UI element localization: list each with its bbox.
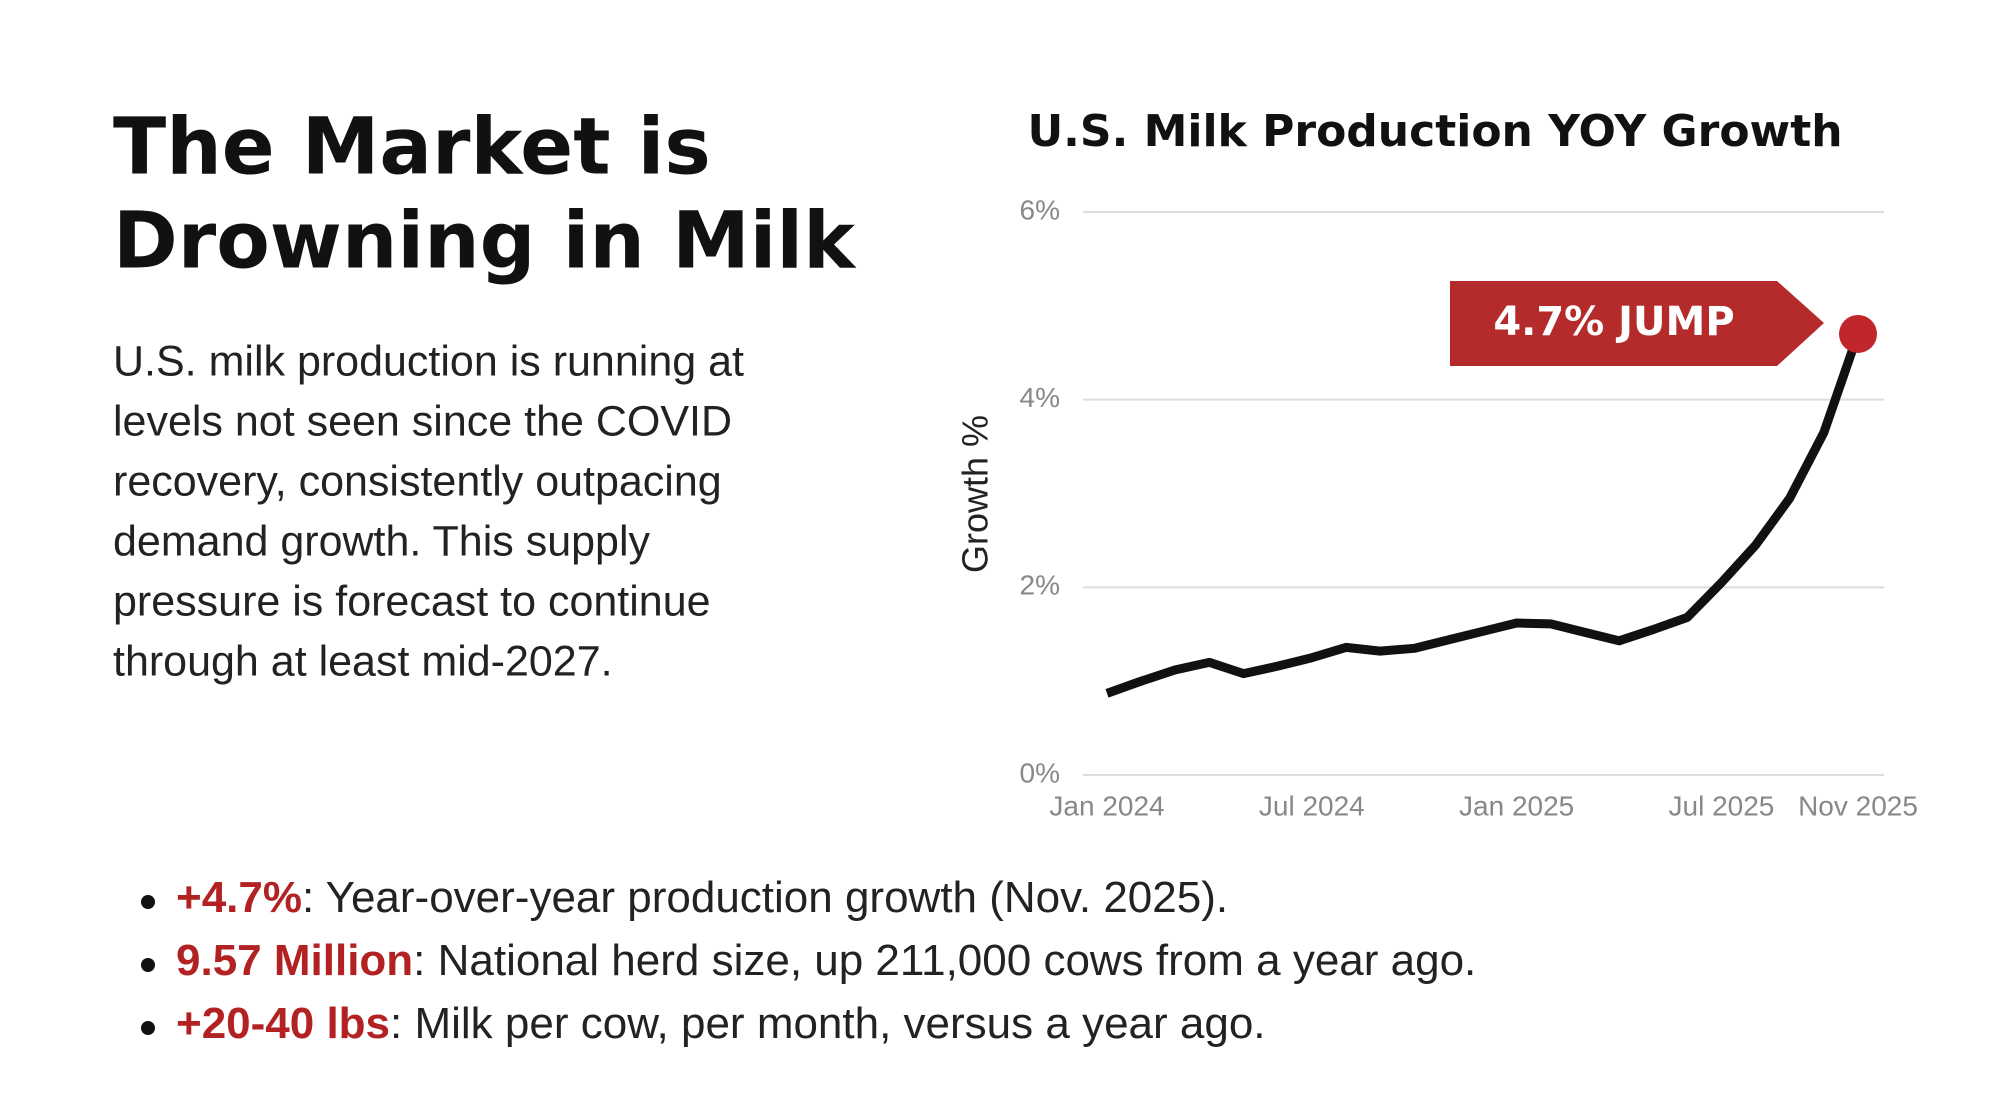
- bullet: +4.7%: Year-over-year production growth …: [176, 873, 1228, 922]
- x-tick-label: Jul 2025: [1669, 790, 1775, 821]
- bullet-highlight: +20-40 lbs: [176, 999, 390, 1048]
- x-tick-label: Jul 2024: [1259, 790, 1365, 821]
- bullet-dot: [141, 895, 155, 909]
- body-line: pressure is forecast to continue: [113, 577, 711, 625]
- bullet: +20-40 lbs: Milk per cow, per month, ver…: [176, 999, 1266, 1048]
- bullet-text: : Milk per cow, per month, versus a year…: [390, 999, 1266, 1048]
- body-line: levels not seen since the COVID: [113, 397, 732, 445]
- bullet: 9.57 Million: National herd size, up 211…: [176, 936, 1476, 985]
- y-tick-label: 0%: [1020, 757, 1060, 788]
- body-line: demand growth. This supply: [113, 517, 650, 565]
- y-tick-label: 4%: [1020, 382, 1060, 413]
- body-line: U.S. milk production is running at: [113, 337, 744, 385]
- y-tick-label: 2%: [1020, 570, 1060, 601]
- bullet-text: : Year-over-year production growth (Nov.…: [302, 873, 1228, 922]
- bullet-highlight: 9.57 Million: [176, 936, 413, 985]
- title-line: The Market is: [113, 102, 711, 192]
- highlight-marker: [1839, 314, 1877, 353]
- body-line: recovery, consistently outpacing: [113, 457, 722, 505]
- annotation: 4.7% JUMP: [1493, 299, 1734, 345]
- bullet-text: : National herd size, up 211,000 cows fr…: [413, 936, 1476, 985]
- bullet-dot: [141, 958, 155, 972]
- data-line: [1105, 332, 1863, 698]
- x-tick-label: Nov 2025: [1798, 790, 1918, 821]
- title-line: Drowning in Milk: [113, 196, 857, 286]
- chart-title: U.S. Milk Production YOY Growth: [1027, 106, 1842, 157]
- annotation-box: [1450, 281, 1824, 366]
- x-tick-label: Jan 2024: [1049, 790, 1164, 821]
- y-tick-label: 6%: [1020, 194, 1060, 225]
- bullet-highlight: +4.7%: [176, 873, 302, 922]
- x-tick-label: Jan 2025: [1459, 790, 1574, 821]
- bullet-dot: [141, 1021, 155, 1035]
- body-line: through at least mid-2027.: [113, 637, 613, 685]
- y-axis-label: Growth %: [955, 415, 996, 573]
